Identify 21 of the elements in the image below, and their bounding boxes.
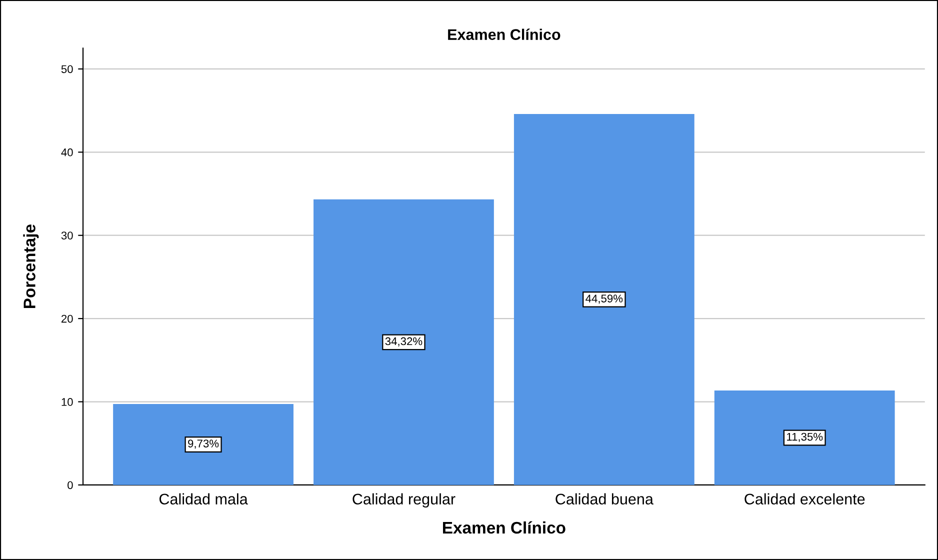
y-tick-label: 20 [61,314,73,323]
bar [314,199,494,485]
bar [514,114,694,485]
x-axis-title: Examen Clínico [443,521,566,534]
data-label: 9,73% [188,440,219,449]
y-tick-label: 0 [68,481,73,490]
x-tick-label: Calidad regular [352,493,456,508]
x-tick-label: Calidad buena [556,493,654,505]
y-tick-label: 40 [61,148,73,156]
y-tick-label: 50 [61,65,73,74]
data-label: 44,59% [586,294,623,304]
y-axis-title: Porcentaje [23,224,39,308]
y-tick-label: 10 [62,398,73,406]
x-tick-label: Calidad excelente [744,493,865,505]
chart-title: Examen Clínico [448,28,560,40]
bar [714,390,895,485]
data-label: 34,32% [385,337,422,346]
y-tick-label: 30 [61,232,73,240]
x-tick-label: Calidad mala [159,493,248,505]
bar [113,404,294,485]
data-label: 11,35% [787,432,823,442]
